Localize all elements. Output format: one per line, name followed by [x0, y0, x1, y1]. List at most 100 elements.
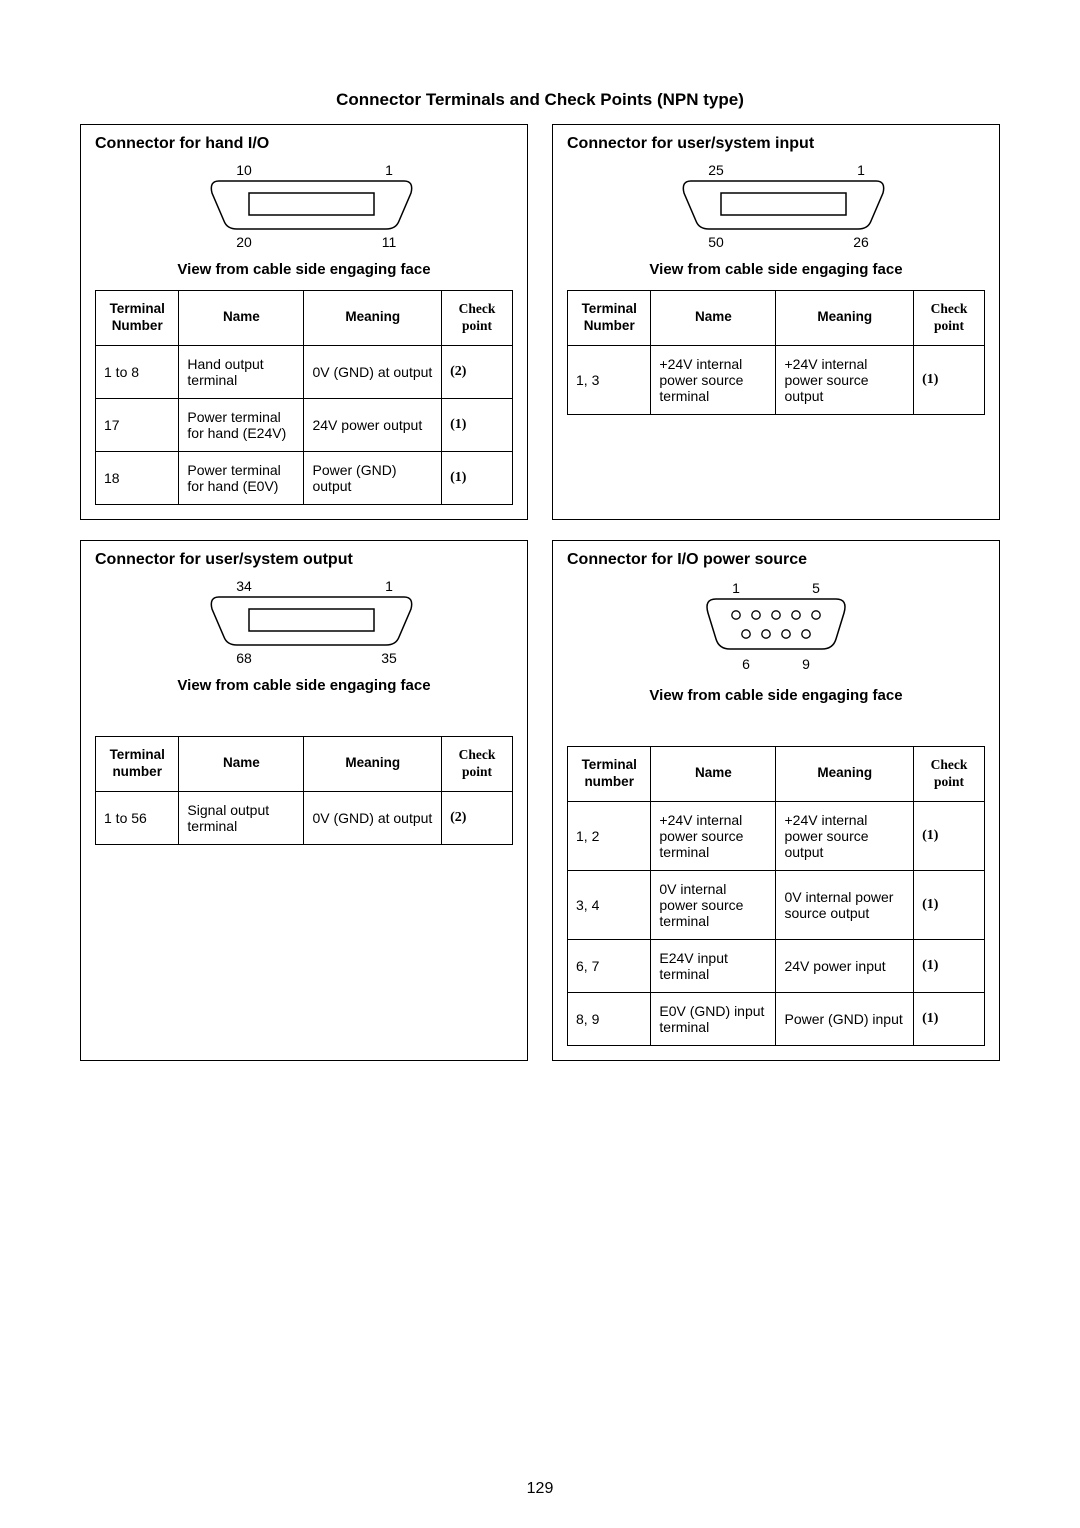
table-io-power: Terminal number Name Meaning Check point…	[567, 746, 985, 1046]
dsub-icon: 34 1 68 35	[174, 577, 434, 667]
table-cell: 3, 4	[568, 870, 651, 939]
table-row: 1 to 56Signal output terminal0V (GND) at…	[96, 791, 513, 844]
view-label-io-power: View from cable side engaging face	[567, 687, 985, 704]
table-cell: (2)	[442, 345, 513, 398]
th-mean: Meaning	[304, 736, 442, 791]
tbody-user-output: 1 to 56Signal output terminal0V (GND) at…	[96, 791, 513, 844]
table-cell: 24V power input	[776, 939, 914, 992]
table-cell: (1)	[914, 345, 985, 414]
page-number: 129	[0, 1480, 1080, 1498]
table-row: 3, 40V internal power source terminal0V …	[568, 870, 985, 939]
table-cell: (1)	[914, 939, 985, 992]
table-cell: +24V internal power source output	[776, 345, 914, 414]
table-row: 8, 9E0V (GND) input terminalPower (GND) …	[568, 992, 985, 1045]
table-cell: Signal output terminal	[179, 791, 304, 844]
table-cell: 17	[96, 398, 179, 451]
table-cell: (1)	[914, 801, 985, 870]
table-hand-io: Terminal Number Name Meaning Check point…	[95, 290, 513, 505]
table-cell: +24V internal power source terminal	[651, 345, 776, 414]
tbody-io-power: 1, 2+24V internal power source terminal+…	[568, 801, 985, 1045]
panel-title-user-input: Connector for user/system input	[567, 135, 985, 153]
conn-label-br: 26	[853, 234, 869, 250]
dsub-icon: 10 1 20 11	[174, 161, 434, 251]
table-row: 1, 3+24V internal power source terminal+…	[568, 345, 985, 414]
panel-hand-io: Connector for hand I/O 10 1 20 11 View f…	[80, 124, 528, 520]
table-cell: +24V internal power source output	[776, 801, 914, 870]
conn-label-br: 35	[381, 650, 397, 666]
table-cell: (1)	[442, 451, 513, 504]
th-tn: Terminal number	[96, 736, 179, 791]
table-cell: 0V (GND) at output	[304, 791, 442, 844]
table-cell: 1 to 8	[96, 345, 179, 398]
conn-label-tr: 1	[857, 162, 865, 178]
table-cell: E24V input terminal	[651, 939, 776, 992]
table-cell: Power (GND) input	[776, 992, 914, 1045]
conn-label-bl: 20	[236, 234, 252, 250]
th-cp: Check point	[442, 736, 513, 791]
th-mean: Meaning	[304, 291, 442, 346]
connector-diagram-user-input: 25 1 50 26	[567, 161, 985, 251]
th-name: Name	[179, 736, 304, 791]
table-cell: 8, 9	[568, 992, 651, 1045]
conn-label-br: 11	[382, 234, 397, 250]
table-row: 1 to 8Hand output terminal0V (GND) at ou…	[96, 345, 513, 398]
table-cell: 0V (GND) at output	[304, 345, 442, 398]
table-cell: 0V internal power source output	[776, 870, 914, 939]
table-cell: Power (GND) output	[304, 451, 442, 504]
table-row: 1, 2+24V internal power source terminal+…	[568, 801, 985, 870]
panel-user-output: Connector for user/system output 34 1 68…	[80, 540, 528, 1061]
table-cell: 1, 3	[568, 345, 651, 414]
table-user-output: Terminal number Name Meaning Check point…	[95, 736, 513, 845]
conn-label-bl: 50	[708, 234, 724, 250]
table-cell: (1)	[914, 992, 985, 1045]
table-row: 18Power terminal for hand (E0V)Power (GN…	[96, 451, 513, 504]
th-name: Name	[179, 291, 304, 346]
th-cp: Check point	[914, 291, 985, 346]
conn-label-bl: 68	[236, 650, 252, 666]
th-cp: Check point	[442, 291, 513, 346]
table-cell: 18	[96, 451, 179, 504]
panel-title-user-output: Connector for user/system output	[95, 551, 513, 569]
panel-grid: Connector for hand I/O 10 1 20 11 View f…	[80, 124, 1000, 1061]
conn-label-tl: 1	[732, 580, 740, 596]
view-label-user-input: View from cable side engaging face	[567, 261, 985, 278]
page: Connector Terminals and Check Points (NP…	[0, 0, 1080, 1528]
conn-label-tl: 34	[236, 578, 252, 594]
conn-label-tr: 5	[812, 580, 820, 596]
table-cell: Power terminal for hand (E0V)	[179, 451, 304, 504]
table-cell: 24V power output	[304, 398, 442, 451]
table-cell: +24V internal power source terminal	[651, 801, 776, 870]
table-cell: E0V (GND) input terminal	[651, 992, 776, 1045]
view-label-user-output: View from cable side engaging face	[95, 677, 513, 694]
conn-label-tr: 1	[385, 162, 393, 178]
table-cell: 6, 7	[568, 939, 651, 992]
table-cell: Hand output terminal	[179, 345, 304, 398]
panel-title-hand-io: Connector for hand I/O	[95, 135, 513, 153]
conn-label-br: 9	[802, 656, 810, 672]
table-cell: (1)	[442, 398, 513, 451]
th-name: Name	[651, 291, 776, 346]
table-row: 17Power terminal for hand (E24V)24V powe…	[96, 398, 513, 451]
table-cell: 0V internal power source terminal	[651, 870, 776, 939]
connector-diagram-io-power: 1 5 6 9	[567, 577, 985, 677]
de9-icon: 1 5 6 9	[676, 577, 876, 677]
view-label-hand-io: View from cable side engaging face	[95, 261, 513, 278]
connector-diagram-user-output: 34 1 68 35	[95, 577, 513, 667]
conn-label-bl: 6	[742, 656, 750, 672]
conn-label-tr: 1	[385, 578, 393, 594]
table-user-input: Terminal Number Name Meaning Check point…	[567, 290, 985, 415]
tbody-user-input: 1, 3+24V internal power source terminal+…	[568, 345, 985, 414]
table-cell: Power terminal for hand (E24V)	[179, 398, 304, 451]
table-cell: (2)	[442, 791, 513, 844]
th-tn: Terminal Number	[96, 291, 179, 346]
connector-diagram-hand-io: 10 1 20 11	[95, 161, 513, 251]
page-title: Connector Terminals and Check Points (NP…	[80, 90, 1000, 110]
table-cell: 1 to 56	[96, 791, 179, 844]
th-mean: Meaning	[776, 291, 914, 346]
conn-label-tl: 25	[708, 162, 724, 178]
dsub-icon: 25 1 50 26	[646, 161, 906, 251]
table-row: 6, 7E24V input terminal24V power input(1…	[568, 939, 985, 992]
th-mean: Meaning	[776, 746, 914, 801]
panel-io-power: Connector for I/O power source 1 5	[552, 540, 1000, 1061]
conn-label-tl: 10	[236, 162, 252, 178]
